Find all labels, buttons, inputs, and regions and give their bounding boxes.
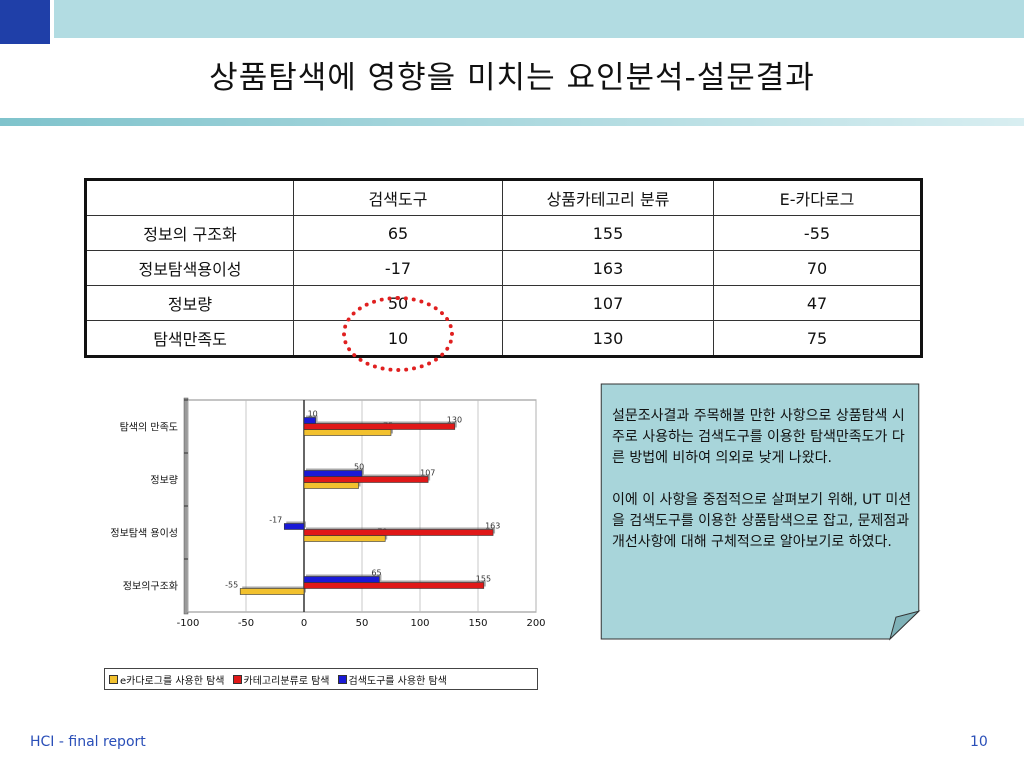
table-header-cell: 검색도구 [293,179,503,216]
x-tick-label: 50 [356,618,369,629]
corner-square [0,0,50,44]
x-tick-label: 0 [301,618,307,629]
note-text: 설문조사결과 주목해볼 만한 사항으로 상품탐색 시 주로 사용하는 검색도구를… [612,406,912,574]
table-cell: 75 [713,320,922,357]
table-row-label: 정보량 [85,285,294,321]
data-label: 107 [420,469,435,478]
bar [303,470,363,477]
table-cell: 155 [502,215,714,251]
table-row: 탐색만족도 10 130 75 [85,320,922,357]
table-header-cell: E-카다로그 [713,179,922,216]
data-label: 50 [354,463,364,472]
data-label: 163 [485,522,500,531]
table-cell: 70 [713,250,922,286]
bar [303,417,316,424]
footer-report-name: HCI - final report [30,734,146,750]
table-row-label: 정보탐색용이성 [85,250,294,286]
table-header-cell: 상품카테고리 분류 [502,179,714,216]
bar [303,429,392,436]
table-header-row: 검색도구 상품카테고리 분류 E-카다로그 [85,179,922,216]
x-tick-label: 150 [468,618,487,629]
bar [303,576,380,583]
y-category-label: 탐색의 만족도 [120,422,178,434]
table-cell: 47 [713,285,922,321]
data-label: 155 [476,575,491,584]
table-cell: 107 [502,285,714,321]
data-label: 10 [308,410,318,419]
x-tick-label: -100 [177,618,200,629]
bar [303,476,429,483]
highlight-circle [342,296,454,372]
sticky-note [600,383,921,641]
data-label: -17 [269,516,282,525]
y-category-label: 정보탐색 용이성 [110,528,178,540]
x-tick-label: 200 [526,618,545,629]
legend-item: 카테고리분류로 탐색 [232,672,330,687]
legend-swatch [337,674,347,684]
table-header-cell [85,179,294,216]
title-underline [0,118,1024,126]
x-tick-label: -50 [238,618,254,629]
results-table: 검색도구 상품카테고리 분류 E-카다로그 정보의 구조화 65 155 -55… [84,178,923,358]
note-paragraph: 이에 이 사항을 중점적으로 살펴보기 위해, UT 미션을 검색도구를 이용한… [612,492,912,550]
table-cell: -55 [713,215,922,251]
y-category-label: 정보량 [150,475,178,487]
table-row: 정보탐색용이성 -17 163 70 [85,250,922,286]
table-cell: 163 [502,250,714,286]
bar [303,535,386,542]
data-label: 130 [447,416,462,425]
chart-legend: e카다로그를 사용한 탐색 카테고리분류로 탐색 검색도구를 사용한 탐색 [104,668,538,690]
bar [303,582,485,589]
bar [239,588,305,595]
bar-chart: -100 -50 0 50 100 150 200 정보의구조화 -55 155 65 정보탐색 용이… [110,397,546,629]
legend-item: e카다로그를 사용한 탐색 [109,672,225,687]
page-title: 상품탐색에 영향을 미치는 요인분석-설문결과 [209,60,815,96]
legend-label: e카다로그를 사용한 탐색 [120,675,225,687]
legend-swatch [109,674,118,684]
table-row: 정보의 구조화 65 155 -55 [85,215,922,251]
legend-label: 카테고리분류로 탐색 [243,675,330,687]
top-band [0,0,1024,38]
data-label: -55 [225,581,238,590]
corner-divider [50,0,54,44]
table-cell: 65 [293,215,503,251]
y-category-label: 정보의구조화 [123,581,178,593]
note-paragraph: 설문조사결과 주목해볼 만한 사항으로 상품탐색 시 주로 사용하는 검색도구를… [612,408,905,466]
bar [303,529,494,536]
legend-swatch [232,674,242,684]
table-cell: -17 [293,250,503,286]
page-number: 10 [970,734,988,750]
table-row-label: 정보의 구조화 [85,215,294,251]
table-row: 정보량 50 107 47 [85,285,922,321]
data-label: 65 [371,569,381,578]
bar [303,423,456,430]
legend-item: 검색도구를 사용한 탐색 [337,672,447,687]
legend-label: 검색도구를 사용한 탐색 [348,675,447,687]
table-cell: 130 [502,320,714,357]
bar [283,523,305,530]
x-tick-label: 100 [410,618,429,629]
table-row-label: 탐색만족도 [85,320,294,357]
